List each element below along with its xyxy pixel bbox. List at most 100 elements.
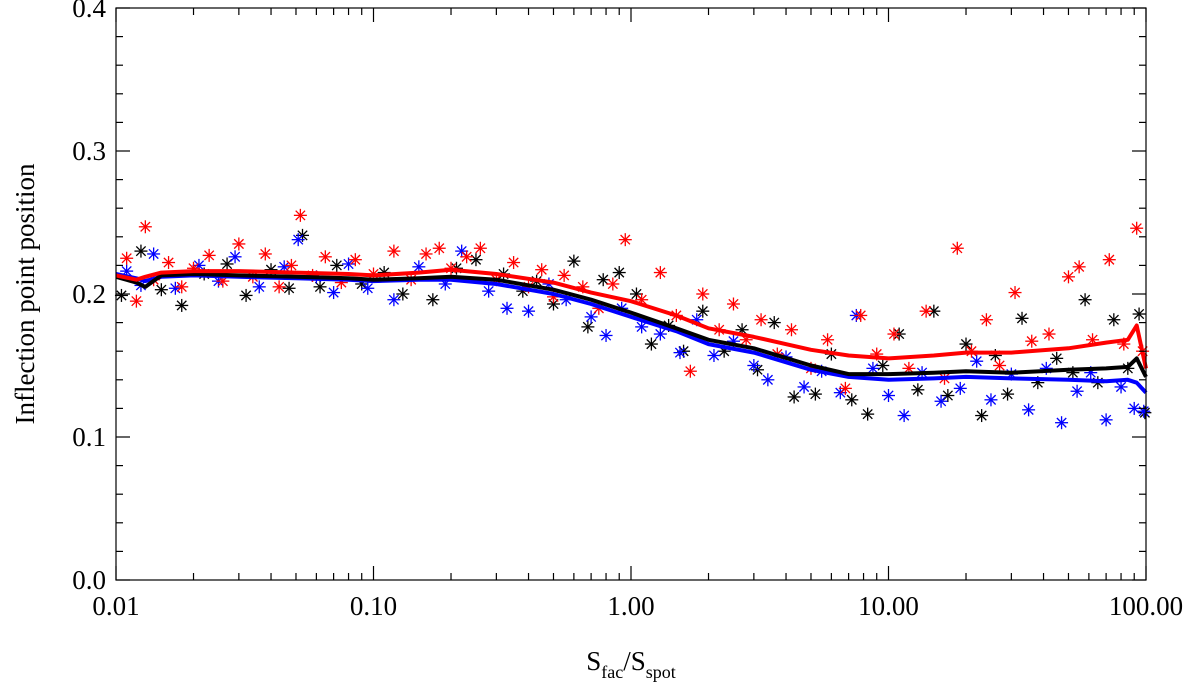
scatter-point — [919, 304, 933, 318]
scatter-point — [129, 294, 143, 308]
x-axis-label-sub2: spot — [646, 662, 676, 682]
scatter-point — [432, 241, 446, 255]
mean-line — [115, 267, 1148, 369]
scatter-point — [897, 409, 911, 423]
scatter-point — [950, 241, 964, 255]
scatter-point — [581, 320, 595, 334]
scatter-point — [683, 364, 697, 378]
scatter-point — [707, 348, 721, 362]
scatter-point — [342, 257, 356, 271]
scatter-point — [147, 247, 161, 261]
scatter-point — [387, 293, 401, 307]
x-axis-label-sub1: fac — [601, 662, 623, 682]
y-tick-label: 0.1 — [72, 422, 106, 452]
scatter-point — [330, 258, 344, 272]
scatter-point — [882, 389, 895, 403]
scatter-point — [696, 304, 710, 318]
scatter-point — [1137, 404, 1151, 418]
scatter-point — [1025, 334, 1039, 348]
scatter-point — [1130, 221, 1144, 235]
x-axis-label: Sfac/Sspot — [586, 646, 676, 682]
scatter-point — [845, 393, 859, 407]
scatter-point — [1022, 403, 1036, 417]
scatter-point — [522, 304, 536, 318]
scatter-point — [313, 280, 327, 294]
scatter-point — [284, 258, 298, 272]
scatter-point — [1114, 380, 1128, 394]
scatter-point — [1070, 384, 1084, 398]
y-tick-label: 0.3 — [72, 136, 106, 166]
scatter-point — [1102, 253, 1116, 267]
scatter-point — [348, 253, 362, 267]
scatter-point — [473, 241, 487, 255]
scatter-point — [291, 233, 305, 247]
scatter-point — [953, 381, 967, 395]
scatter-point — [1061, 270, 1075, 284]
scatter-point — [1132, 307, 1146, 321]
scatter-point — [821, 333, 835, 347]
scatter-point — [460, 250, 474, 264]
scatter-point — [318, 250, 332, 264]
scatter-point — [138, 220, 152, 234]
scatter-point — [202, 248, 216, 262]
y-axis-label: Inflection point position — [10, 163, 40, 424]
scatter-point — [970, 354, 984, 368]
scatter-point — [293, 208, 307, 222]
scatter-point — [635, 320, 649, 334]
scatter-point — [618, 233, 632, 247]
scatter-point — [584, 310, 598, 324]
scatter-point — [252, 280, 266, 294]
scatter-point — [696, 287, 710, 301]
y-tick-label: 0.4 — [72, 0, 106, 23]
scatter-point — [1050, 351, 1064, 365]
scatter-point — [282, 281, 296, 295]
scatter-point — [747, 359, 761, 372]
scatter-point — [941, 389, 955, 403]
scatter-point — [808, 387, 822, 401]
scatter-point — [507, 256, 521, 270]
scatter-point — [1099, 413, 1113, 427]
scatter-point — [272, 280, 286, 294]
x-tick-label: 0.10 — [350, 591, 397, 621]
scatter-point — [175, 280, 189, 294]
x-tick-label: 0.01 — [92, 591, 139, 621]
scatter-point — [767, 316, 781, 330]
scatter-point — [1008, 286, 1022, 300]
scatter-point — [557, 268, 571, 282]
scatter-point — [653, 266, 667, 280]
mean-lines — [115, 267, 1148, 395]
scatter-point — [154, 283, 168, 297]
mean-line — [115, 272, 1148, 395]
scatter-point — [606, 277, 620, 291]
scatter-point — [387, 244, 401, 258]
scatter-point — [162, 256, 176, 270]
scatter-point — [239, 288, 253, 302]
scatter-point — [854, 308, 868, 322]
scatter-point — [228, 250, 242, 264]
scatter-point — [934, 394, 948, 408]
scatter-point — [784, 323, 798, 337]
scatter-point — [232, 237, 246, 251]
scatter-point — [797, 380, 811, 394]
scatter-point — [984, 393, 998, 407]
x-axis-label-mid: /S — [623, 646, 646, 676]
axis-ticks — [115, 7, 1147, 581]
scatter-point — [500, 301, 514, 315]
scatter-point — [596, 273, 610, 287]
scatter-point — [396, 287, 410, 301]
scatter-point — [361, 281, 375, 295]
x-tick-label: 100.00 — [1109, 591, 1183, 621]
scatter-point — [787, 390, 801, 404]
scatter-point — [175, 298, 189, 312]
scatter-point — [838, 381, 852, 395]
scatter-point — [1055, 416, 1069, 430]
scatter-point — [567, 254, 581, 268]
scatter-point — [327, 286, 341, 300]
scatter-point — [120, 251, 134, 265]
scatter-point — [726, 297, 740, 311]
scatter-point — [887, 327, 901, 341]
scatter-point — [959, 337, 973, 351]
x-axis-label-main: S — [586, 646, 601, 676]
scatter-point — [535, 263, 549, 277]
